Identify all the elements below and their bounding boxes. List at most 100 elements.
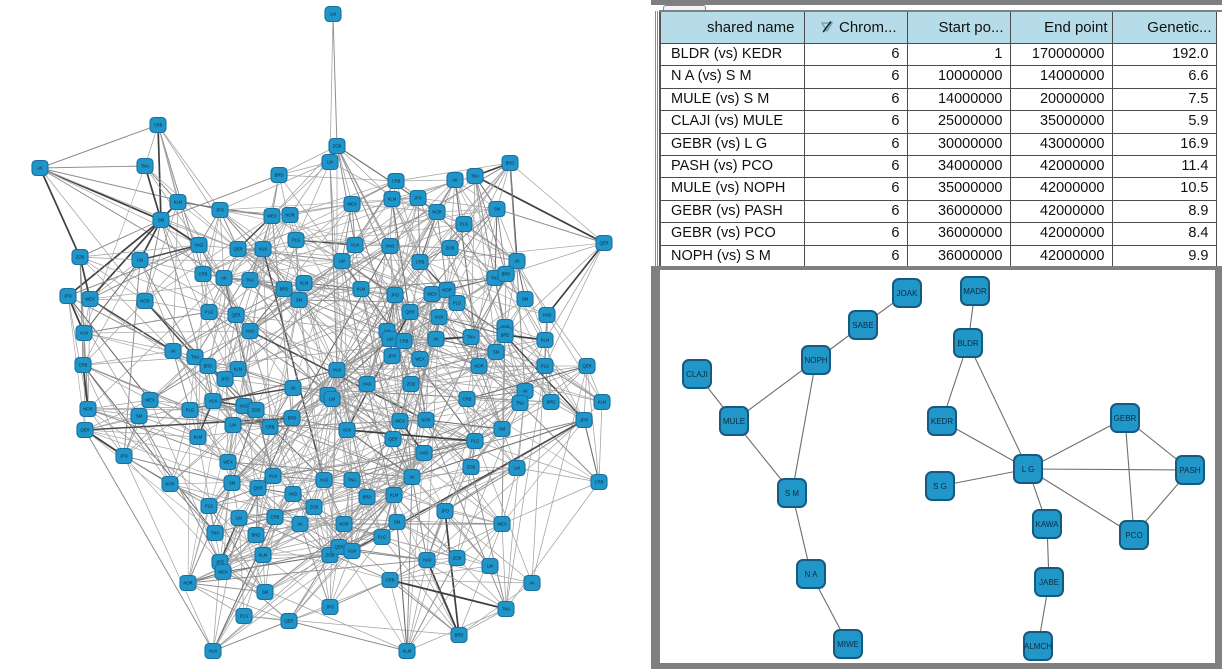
svg-text:ALMCH: ALMCH xyxy=(1024,642,1052,651)
svg-text:KLM: KLM xyxy=(403,649,412,654)
svg-text:NOR: NOR xyxy=(83,407,92,412)
svg-text:SM: SM xyxy=(296,298,303,303)
svg-text:BRD: BRD xyxy=(204,364,213,369)
svg-text:JPO: JPO xyxy=(221,377,230,382)
svg-text:PLG: PLG xyxy=(460,222,468,227)
svg-text:QER: QER xyxy=(233,247,242,252)
svg-text:SM: SM xyxy=(394,520,401,525)
svg-text:VUX: VUX xyxy=(351,243,360,248)
svg-text:JPO: JPO xyxy=(120,454,129,459)
svg-text:CRB: CRB xyxy=(79,363,88,368)
svg-text:NOR: NOR xyxy=(183,581,192,586)
svg-text:WEX: WEX xyxy=(223,460,233,465)
svg-text:QER: QER xyxy=(599,241,608,246)
svg-text:BRD: BRD xyxy=(363,495,372,500)
svg-text:AK: AK xyxy=(170,349,176,354)
svg-text:PLG: PLG xyxy=(453,301,461,306)
svg-text:VUX: VUX xyxy=(209,649,218,654)
svg-text:CRB: CRB xyxy=(595,480,604,485)
svg-text:KLM: KLM xyxy=(174,200,183,205)
svg-text:VUX: VUX xyxy=(343,428,352,433)
svg-text:PLG: PLG xyxy=(205,310,213,315)
svg-text:TNA: TNA xyxy=(141,164,150,169)
svg-text:WEX: WEX xyxy=(267,214,277,219)
svg-text:QER: QER xyxy=(80,428,89,433)
svg-text:WEX: WEX xyxy=(427,292,437,297)
svg-text:HAD: HAD xyxy=(423,558,432,563)
svg-text:S G: S G xyxy=(933,482,947,491)
svg-text:JPO: JPO xyxy=(391,293,400,298)
svg-text:QER: QER xyxy=(388,437,397,442)
svg-text:ZOB: ZOB xyxy=(326,553,335,558)
svg-text:PLG: PLG xyxy=(378,535,386,540)
svg-text:LM: LM xyxy=(329,397,335,402)
svg-text:BRD: BRD xyxy=(501,333,510,338)
svg-text:CRB: CRB xyxy=(392,179,401,184)
svg-text:LM: LM xyxy=(236,516,242,521)
svg-text:BRD: BRD xyxy=(280,287,289,292)
svg-text:TNA: TNA xyxy=(471,174,480,179)
svg-text:VUX: VUX xyxy=(209,399,218,404)
svg-text:SM: SM xyxy=(136,414,143,419)
svg-text:JPO: JPO xyxy=(216,208,225,213)
svg-text:TNA: TNA xyxy=(502,607,511,612)
svg-text:BRD: BRD xyxy=(252,533,261,538)
svg-text:KEDR: KEDR xyxy=(931,417,953,426)
svg-text:WEX: WEX xyxy=(497,522,507,527)
svg-text:KAWA: KAWA xyxy=(1036,520,1060,529)
svg-text:VUX: VUX xyxy=(80,331,89,336)
svg-text:BRD: BRD xyxy=(506,161,515,166)
svg-text:CRB: CRB xyxy=(463,397,472,402)
svg-text:AK: AK xyxy=(433,337,439,342)
svg-text:NOPH: NOPH xyxy=(804,356,827,365)
svg-text:QER: QER xyxy=(582,364,591,369)
svg-text:SABE: SABE xyxy=(852,321,873,330)
svg-text:SM: SM xyxy=(493,350,500,355)
svg-text:LM: LM xyxy=(387,337,393,342)
svg-text:CRB: CRB xyxy=(271,515,280,520)
svg-text:SM: SM xyxy=(499,427,506,432)
svg-text:VUX: VUX xyxy=(333,368,342,373)
svg-text:NOR: NOR xyxy=(432,210,441,215)
svg-text:S M: S M xyxy=(785,489,800,498)
svg-text:PLG: PLG xyxy=(292,238,300,243)
svg-text:AK: AK xyxy=(221,276,227,281)
svg-text:HAD: HAD xyxy=(543,313,552,318)
svg-text:LM: LM xyxy=(514,466,520,471)
svg-text:QER: QER xyxy=(231,313,240,318)
svg-text:BRD: BRD xyxy=(275,173,284,178)
svg-text:CRB: CRB xyxy=(154,123,163,128)
svg-text:KLM: KLM xyxy=(388,197,397,202)
svg-text:QER: QER xyxy=(284,619,293,624)
svg-text:JPO: JPO xyxy=(64,294,73,299)
svg-text:LM: LM xyxy=(137,258,143,263)
svg-text:SM: SM xyxy=(158,218,165,223)
svg-text:QER: QER xyxy=(334,545,343,550)
svg-text:KLM: KLM xyxy=(390,493,399,498)
svg-text:MULE: MULE xyxy=(723,417,745,426)
svg-text:VUX: VUX xyxy=(348,549,357,554)
svg-text:AK: AK xyxy=(290,386,296,391)
svg-text:HAD: HAD xyxy=(240,404,249,409)
svg-text:NOR: NOR xyxy=(339,522,348,527)
svg-text:BRD: BRD xyxy=(502,272,511,277)
svg-text:AK: AK xyxy=(37,166,43,171)
svg-text:HAD: HAD xyxy=(386,244,395,249)
svg-text:SM: SM xyxy=(229,481,236,486)
svg-text:ZOB: ZOB xyxy=(310,505,319,510)
svg-text:HAD: HAD xyxy=(289,492,298,497)
svg-text:TNA: TNA xyxy=(211,531,220,536)
svg-text:LM: LM xyxy=(230,423,236,428)
svg-text:TNA: TNA xyxy=(467,335,476,340)
svg-text:CRB: CRB xyxy=(416,260,425,265)
svg-text:HAD: HAD xyxy=(363,382,372,387)
svg-text:JPO: JPO xyxy=(441,509,450,514)
svg-text:JPO: JPO xyxy=(216,560,225,565)
svg-text:WEX: WEX xyxy=(347,202,357,207)
svg-text:N A: N A xyxy=(805,570,819,579)
svg-text:VUX: VUX xyxy=(259,247,268,252)
svg-text:ZOB: ZOB xyxy=(453,556,462,561)
svg-text:ZOB: ZOB xyxy=(333,144,342,149)
svg-text:JPO: JPO xyxy=(326,605,335,610)
svg-text:KLM: KLM xyxy=(194,435,203,440)
